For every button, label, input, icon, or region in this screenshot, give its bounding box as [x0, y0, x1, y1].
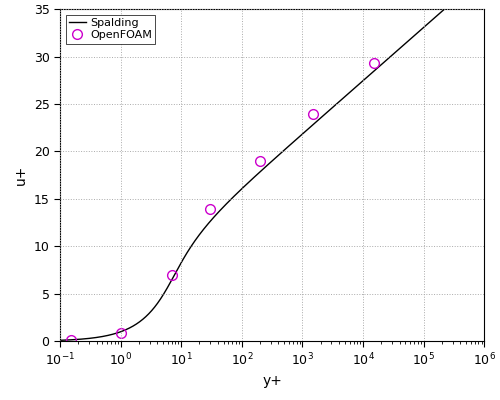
- OpenFOAM: [118, 330, 124, 335]
- OpenFOAM: [257, 158, 263, 163]
- OpenFOAM: [169, 272, 175, 277]
- Spalding: [52, 338, 58, 343]
- OpenFOAM: [371, 61, 377, 66]
- X-axis label: y+: y+: [262, 374, 282, 388]
- Legend: Spalding, OpenFOAM: Spalding, OpenFOAM: [66, 15, 155, 44]
- OpenFOAM: [310, 112, 316, 117]
- OpenFOAM: [207, 207, 213, 212]
- OpenFOAM: [68, 338, 73, 342]
- Spalding: [442, 7, 448, 12]
- Spalding: [374, 66, 380, 70]
- Spalding: [332, 102, 338, 107]
- Line: OpenFOAM: OpenFOAM: [66, 58, 378, 345]
- Spalding: [256, 170, 262, 174]
- Spalding: [322, 112, 328, 116]
- Y-axis label: u+: u+: [14, 165, 28, 186]
- Spalding: [270, 158, 276, 162]
- Line: Spalding: Spalding: [54, 9, 444, 340]
- Spalding: [139, 318, 145, 322]
